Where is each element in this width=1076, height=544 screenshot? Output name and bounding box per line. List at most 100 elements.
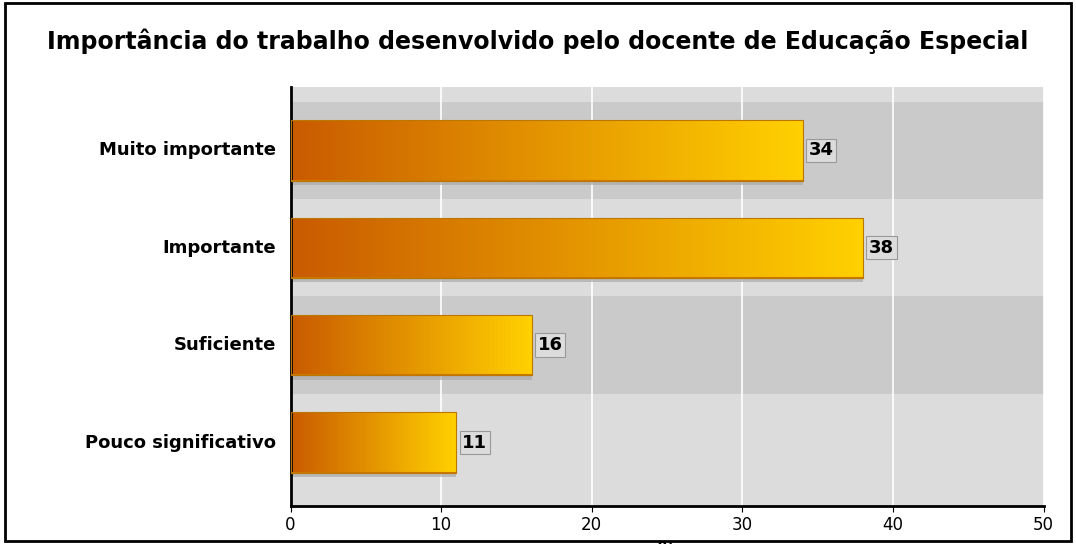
Bar xyxy=(646,120,648,181)
Bar xyxy=(700,218,703,278)
Bar xyxy=(676,218,678,278)
Bar xyxy=(345,120,346,181)
Bar xyxy=(569,218,571,278)
Bar xyxy=(310,218,312,278)
Bar xyxy=(756,120,759,181)
Bar xyxy=(430,120,433,181)
Bar xyxy=(495,218,497,278)
Bar xyxy=(308,120,310,181)
Bar xyxy=(405,120,407,181)
Bar xyxy=(497,120,499,181)
Bar xyxy=(535,120,537,181)
Bar xyxy=(758,218,760,278)
Bar xyxy=(657,120,660,181)
Bar xyxy=(561,120,562,181)
Bar xyxy=(690,120,692,181)
Bar xyxy=(466,120,468,181)
Bar xyxy=(547,218,548,278)
Bar xyxy=(455,218,456,278)
Bar xyxy=(448,120,450,181)
Bar xyxy=(429,218,431,278)
Bar xyxy=(291,180,803,185)
Bar xyxy=(620,120,622,181)
Bar xyxy=(788,120,789,181)
Bar xyxy=(291,375,532,380)
Bar xyxy=(529,218,532,278)
Bar xyxy=(291,102,1044,199)
Bar xyxy=(421,120,422,181)
Bar xyxy=(791,218,792,278)
Bar xyxy=(683,218,685,278)
Bar xyxy=(785,120,788,181)
Bar xyxy=(354,120,355,181)
Bar xyxy=(608,120,610,181)
Bar xyxy=(291,315,532,375)
Bar xyxy=(730,120,731,181)
Bar xyxy=(747,120,748,181)
Bar xyxy=(396,120,398,181)
Bar xyxy=(367,218,369,278)
Bar xyxy=(750,120,751,181)
Bar xyxy=(627,120,628,181)
Bar xyxy=(491,120,492,181)
Bar xyxy=(354,218,355,278)
Bar xyxy=(374,218,377,278)
Bar xyxy=(398,120,400,181)
Bar xyxy=(296,218,298,278)
Bar xyxy=(387,120,390,181)
Bar xyxy=(296,120,297,181)
Bar xyxy=(833,218,834,278)
Bar xyxy=(463,218,464,278)
Bar xyxy=(675,120,677,181)
Bar xyxy=(613,120,615,181)
Bar xyxy=(796,120,797,181)
Bar xyxy=(470,218,472,278)
Bar xyxy=(710,218,712,278)
Bar xyxy=(329,120,331,181)
Bar xyxy=(646,218,648,278)
Bar xyxy=(741,218,742,278)
Bar xyxy=(735,218,737,278)
Bar xyxy=(560,218,562,278)
Bar xyxy=(669,120,671,181)
Bar xyxy=(463,120,465,181)
Bar xyxy=(512,120,514,181)
Bar xyxy=(480,120,482,181)
Bar xyxy=(343,120,345,181)
Bar xyxy=(641,218,643,278)
Bar xyxy=(293,120,294,181)
Bar xyxy=(524,120,526,181)
Bar xyxy=(802,218,804,278)
Bar xyxy=(363,218,365,278)
Bar xyxy=(674,218,676,278)
Bar xyxy=(535,218,537,278)
Bar xyxy=(780,120,782,181)
Bar xyxy=(416,218,419,278)
Bar xyxy=(548,218,550,278)
Bar xyxy=(770,120,773,181)
Bar xyxy=(558,120,561,181)
Bar xyxy=(589,218,590,278)
Bar xyxy=(495,120,497,181)
Bar xyxy=(328,120,330,181)
Bar xyxy=(500,120,502,181)
Bar xyxy=(459,120,462,181)
Bar xyxy=(631,218,632,278)
Bar xyxy=(742,218,745,278)
Bar xyxy=(637,120,639,181)
Bar xyxy=(422,218,424,278)
Bar xyxy=(326,120,328,181)
Bar xyxy=(500,218,502,278)
Bar xyxy=(300,218,302,278)
Bar xyxy=(419,218,421,278)
Bar xyxy=(737,218,739,278)
Bar xyxy=(739,218,741,278)
Bar xyxy=(543,120,544,181)
Bar xyxy=(707,218,708,278)
Bar xyxy=(727,218,730,278)
Bar xyxy=(291,199,1044,296)
Bar xyxy=(784,218,787,278)
Bar xyxy=(291,296,1044,394)
Bar xyxy=(762,120,764,181)
Bar xyxy=(351,120,352,181)
